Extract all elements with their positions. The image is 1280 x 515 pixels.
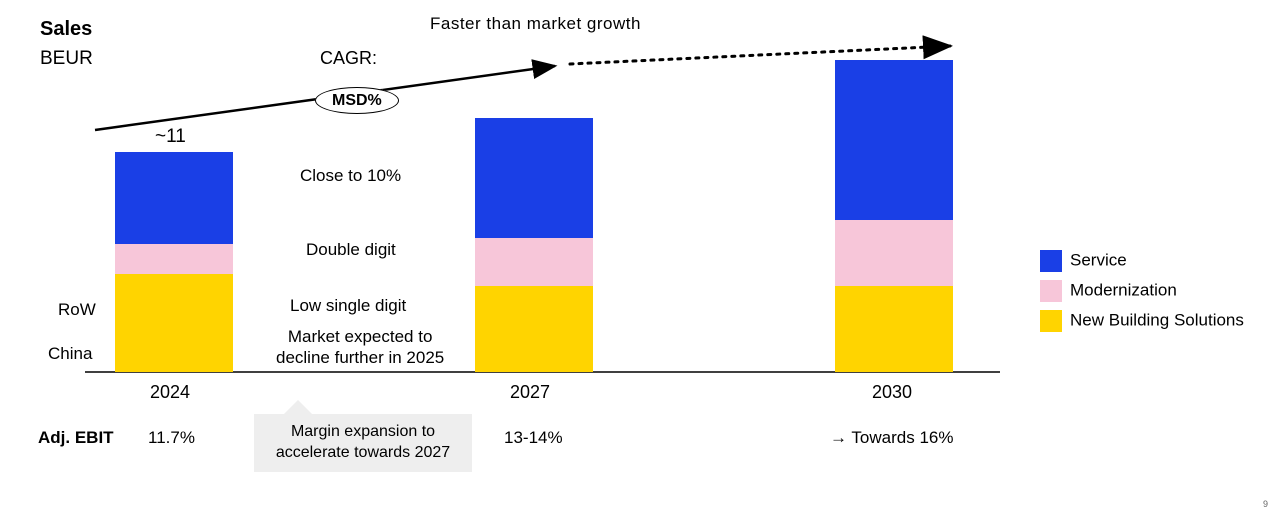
bar-2030 [835,60,953,372]
ebit-2024: 11.7% [148,428,195,448]
bar-2030-nbs [835,286,953,372]
annotation-market-decline: Market expected to decline further in 20… [276,326,444,369]
annotation-low-single-digit: Low single digit [290,296,406,316]
margin-callout-l2: accelerate towards 2027 [268,443,458,464]
msd-badge: MSD% [315,92,399,110]
legend-label: New Building Solutions [1070,310,1244,329]
legend-label: Service [1070,250,1127,269]
bar-2024-service [115,152,233,244]
bar-2024-modernization [115,244,233,274]
bar-2027-service [475,118,593,238]
bar-2027 [475,118,593,372]
annotation-double-digit: Double digit [306,240,396,260]
legend-swatch [1040,280,1062,302]
annotation-close-to-10: Close to 10% [300,166,401,186]
bar-2030-modernization [835,220,953,286]
year-2030: 2030 [872,382,912,403]
bar-2024 [115,152,233,372]
legend-item: New Building Solutions [1040,310,1244,332]
bar-2027-nbs [475,286,593,372]
ebit-2030: → Towards 16% [830,428,953,448]
margin-callout-l1: Margin expansion to [268,422,458,443]
annotation-market-decline-l1: Market expected to [276,326,444,347]
legend-swatch [1040,310,1062,332]
bar-2024-nbs [115,274,233,372]
legend-swatch [1040,250,1062,272]
legend-item: Modernization [1040,280,1244,302]
msd-label: MSD% [315,87,399,114]
ebit-2027: 13-14% [504,428,563,448]
bar-2030-service [835,60,953,220]
legend: Service Modernization New Building Solutio… [1040,250,1244,340]
legend-item: Service [1040,250,1244,272]
chart-stage: Sales BEUR CAGR: Faster than market grow… [0,0,1280,515]
legend-label: Modernization [1070,280,1177,299]
year-2027: 2027 [510,382,550,403]
bar-2027-modernization [475,238,593,286]
china-label: China [48,344,92,364]
year-2024: 2024 [150,382,190,403]
margin-expansion-callout: Margin expansion to accelerate towards 2… [254,414,472,472]
adj-ebit-label: Adj. EBIT [38,428,114,448]
page-number: 9 [1263,499,1268,509]
row-label: RoW [58,300,96,320]
annotation-market-decline-l2: decline further in 2025 [276,347,444,368]
bar-2024-value-label: ~11 [155,126,186,148]
